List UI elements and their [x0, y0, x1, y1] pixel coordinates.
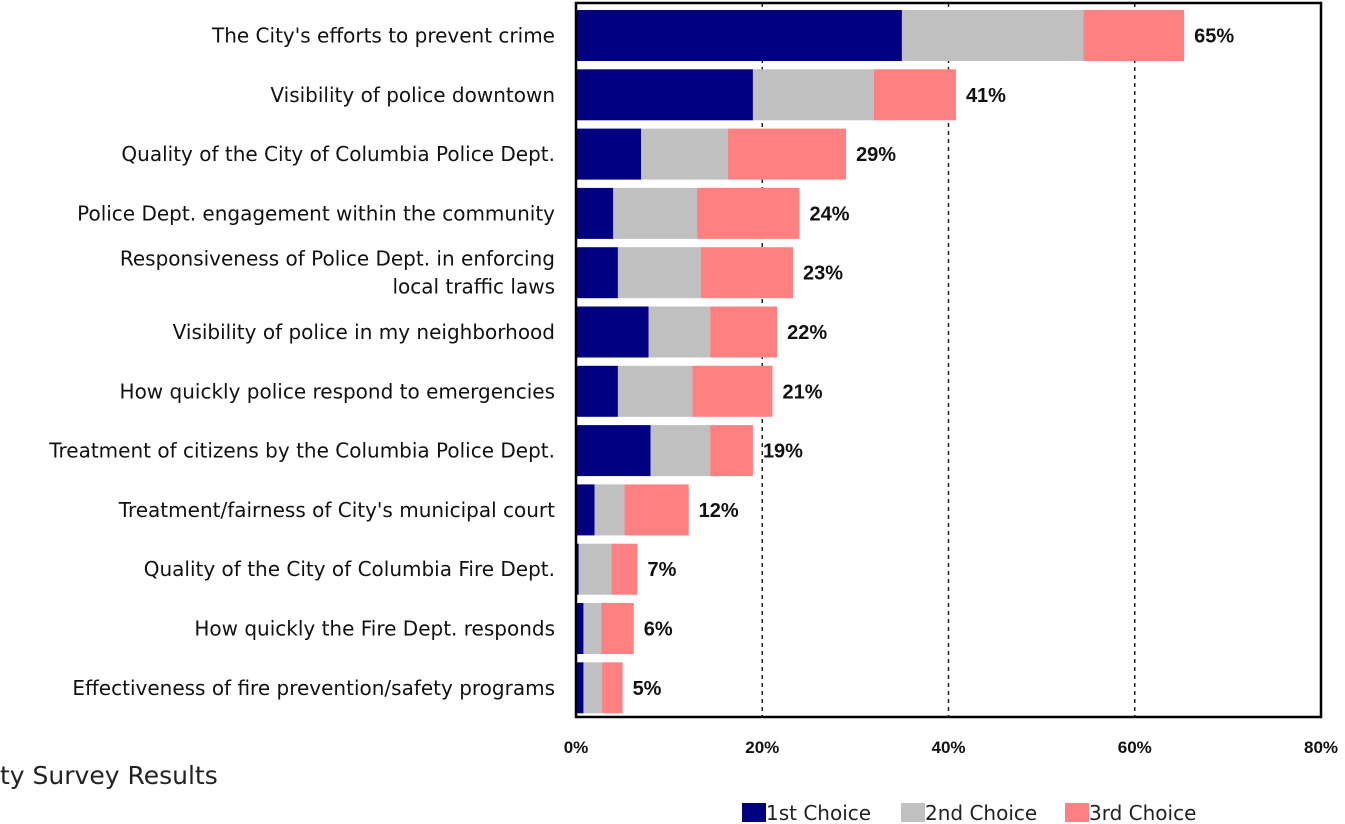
bar-segment-2-row-5	[617, 247, 701, 299]
x-tick-label-80: 80%	[1304, 738, 1338, 757]
category-label-line: The City's efforts to prevent crime	[211, 24, 555, 48]
bar-segment-2-row-7	[617, 365, 693, 417]
total-labels: 65% 41% 29% 24% 23% 22% 21% 19% 12% 7% 6% 5%	[633, 26, 1235, 700]
category-label-8: Treatment of citizens by the Columbia Po…	[48, 439, 555, 463]
category-label-line: How quickly the Fire Dept. responds	[194, 617, 555, 641]
legend-swatch-3	[1065, 803, 1089, 822]
caption-text: ty Survey Results	[0, 761, 218, 790]
total-label-10: 7%	[647, 559, 676, 581]
category-label-line: How quickly police respond to emergencie…	[120, 379, 555, 403]
category-label-line: Police Dept. engagement within the commu…	[77, 201, 555, 225]
bar-segment-2-row-4	[613, 187, 698, 239]
bar-segment-3-row-10	[611, 543, 638, 595]
category-labels: The City's efforts to prevent crime Visib…	[48, 24, 555, 700]
bar-segment-1-row-10	[576, 543, 579, 595]
total-label-12: 5%	[633, 678, 662, 700]
category-label-line: Quality of the City of Columbia Police D…	[121, 142, 555, 166]
gridlines	[761, 3, 1136, 717]
legend-label-3: 3rd Choice	[1089, 801, 1196, 824]
total-label-11: 6%	[644, 619, 673, 641]
total-label-3: 29%	[856, 144, 896, 166]
category-label-line: Treatment/fairness of City's municipal c…	[118, 498, 555, 522]
category-label-3: Quality of the City of Columbia Police D…	[121, 142, 555, 166]
bar-segment-2-row-6	[648, 306, 711, 358]
bar-segment-3-row-7	[692, 365, 773, 417]
bar-segment-3-row-6	[710, 306, 778, 358]
bar-segment-2-row-12	[583, 662, 603, 714]
bar-segment-2-row-2	[752, 69, 874, 121]
legend-swatch-1	[742, 803, 766, 822]
x-axis-ticks: 0% 20% 40% 60% 80%	[564, 738, 1338, 757]
bar-segment-1-row-11	[576, 603, 584, 654]
category-label-line: Responsiveness of Police Dept. in enforc…	[120, 247, 555, 271]
total-label-2: 41%	[966, 85, 1006, 107]
total-label-8: 19%	[763, 441, 803, 463]
category-label-5: Responsiveness of Police Dept. in enforc…	[120, 247, 555, 299]
plot-frame	[574, 1, 1323, 719]
total-label-4: 24%	[810, 203, 850, 225]
category-label-10: Quality of the City of Columbia Fire Dep…	[144, 557, 555, 581]
total-label-5: 23%	[803, 263, 843, 285]
bar-segment-1-row-2	[576, 69, 753, 121]
bars	[576, 10, 1185, 714]
category-label-9: Treatment/fairness of City's municipal c…	[118, 498, 555, 522]
bar-segment-1-row-8	[576, 425, 651, 477]
bar-segment-2-row-11	[583, 603, 602, 654]
bar-segment-3-row-3	[727, 128, 847, 180]
bar-segment-3-row-11	[601, 603, 634, 654]
category-label-12: Effectiveness of fire prevention/safety …	[72, 676, 555, 700]
category-label-7: How quickly police respond to emergencie…	[120, 379, 555, 403]
category-label-4: Police Dept. engagement within the commu…	[77, 201, 555, 225]
bar-segment-3-row-2	[874, 69, 956, 121]
category-label-6: Visibility of police in my neighborhood	[173, 320, 555, 344]
bar-segment-3-row-8	[710, 425, 753, 477]
legend-label-1: 1st Choice	[766, 801, 871, 824]
category-label-line: Quality of the City of Columbia Fire Dep…	[144, 557, 555, 581]
total-label-6: 22%	[787, 322, 827, 344]
x-tick-label-60: 60%	[1118, 738, 1152, 757]
bar-segment-2-row-8	[650, 425, 711, 477]
legend: 1st Choice 2nd Choice 3rd Choice	[742, 801, 1196, 824]
x-tick-label-0: 0%	[564, 738, 589, 757]
bar-segment-1-row-9	[576, 484, 595, 536]
bar-segment-1-row-7	[576, 365, 618, 417]
bar-segment-3-row-4	[697, 187, 800, 239]
bar-segment-3-row-12	[602, 662, 623, 714]
category-label-line: Visibility of police in my neighborhood	[173, 320, 555, 344]
bar-segment-1-row-12	[576, 662, 584, 714]
bar-segment-1-row-6	[576, 306, 649, 358]
legend-label-2: 2nd Choice	[925, 801, 1037, 824]
bar-segment-1-row-3	[576, 128, 642, 180]
category-label-line: local traffic laws	[392, 275, 555, 299]
bar-segment-1-row-5	[576, 247, 618, 299]
bar-segment-3-row-5	[700, 247, 793, 299]
bar-segment-2-row-10	[578, 543, 612, 595]
bar-segment-3-row-9	[624, 484, 689, 536]
bar-segment-3-row-1	[1083, 10, 1185, 61]
category-label-line: Treatment of citizens by the Columbia Po…	[48, 439, 555, 463]
x-tick-label-20: 20%	[745, 738, 779, 757]
total-label-9: 12%	[699, 500, 739, 522]
category-label-line: Visibility of police downtown	[270, 83, 555, 107]
bar-segment-1-row-1	[576, 10, 902, 61]
category-label-11: How quickly the Fire Dept. responds	[194, 617, 555, 641]
category-label-1: The City's efforts to prevent crime	[211, 24, 555, 48]
x-tick-label-40: 40%	[931, 738, 965, 757]
bar-segment-2-row-3	[641, 128, 728, 180]
legend-swatch-2	[901, 803, 925, 822]
category-label-line: Effectiveness of fire prevention/safety …	[72, 676, 555, 700]
bar-segment-2-row-1	[901, 10, 1084, 61]
total-label-1: 65%	[1194, 26, 1234, 48]
category-label-2: Visibility of police downtown	[270, 83, 555, 107]
bar-segment-1-row-4	[576, 187, 614, 239]
total-label-7: 21%	[782, 381, 822, 403]
bar-segment-2-row-9	[594, 484, 625, 536]
